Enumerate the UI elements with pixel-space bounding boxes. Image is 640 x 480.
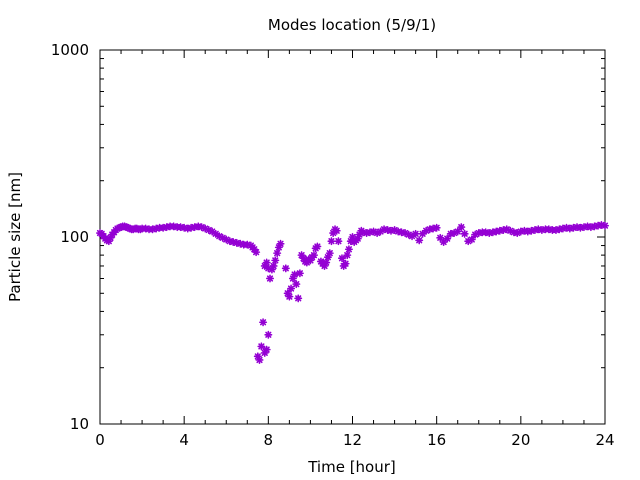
data-point xyxy=(264,330,273,339)
data-point xyxy=(460,229,469,238)
x-tick-label: 16 xyxy=(427,431,446,449)
data-point xyxy=(467,235,476,244)
data-point xyxy=(415,236,424,245)
x-tick-label: 24 xyxy=(595,431,614,449)
data-point xyxy=(325,249,334,258)
data-point xyxy=(262,258,271,267)
data-point xyxy=(600,221,610,230)
data-point xyxy=(285,292,294,301)
data-point xyxy=(259,318,268,327)
data-point xyxy=(295,269,304,278)
data-point xyxy=(334,237,343,246)
x-axis: 0 4 8 12 16 20 24 xyxy=(95,50,615,449)
y-axis-label: Particle size [nm] xyxy=(6,172,24,302)
data-point xyxy=(457,223,466,232)
data-point xyxy=(327,237,336,246)
y-tick-label: 10 xyxy=(70,415,89,433)
data-points xyxy=(96,220,610,364)
data-point xyxy=(292,280,301,289)
y-tick-label: 100 xyxy=(60,228,89,246)
data-point xyxy=(281,264,290,273)
data-point xyxy=(313,242,322,251)
data-point xyxy=(271,256,280,265)
data-point xyxy=(341,259,350,268)
data-point xyxy=(255,355,264,364)
data-point xyxy=(332,226,341,235)
data-point xyxy=(269,261,278,270)
y-tick-label: 1000 xyxy=(51,41,89,59)
x-tick-label: 8 xyxy=(264,431,274,449)
data-point xyxy=(343,251,352,260)
data-point xyxy=(266,274,275,283)
data-point xyxy=(432,223,441,232)
data-point xyxy=(276,239,285,248)
data-point xyxy=(309,251,318,260)
data-point xyxy=(262,345,271,354)
data-point xyxy=(290,270,299,279)
x-tick-label: 12 xyxy=(343,431,362,449)
data-point xyxy=(344,245,353,254)
data-point xyxy=(443,234,452,243)
data-point xyxy=(337,254,346,263)
chart-title: Modes location (5/9/1) xyxy=(268,16,436,34)
x-axis-label: Time [hour] xyxy=(307,458,396,476)
x-tick-label: 0 xyxy=(95,431,105,449)
data-point xyxy=(411,229,420,238)
data-point xyxy=(287,284,296,293)
x-tick-label: 4 xyxy=(179,431,189,449)
data-point xyxy=(294,294,303,303)
x-tick-label: 20 xyxy=(511,431,530,449)
data-point xyxy=(257,342,266,351)
data-point xyxy=(273,249,282,258)
data-point xyxy=(252,248,261,257)
